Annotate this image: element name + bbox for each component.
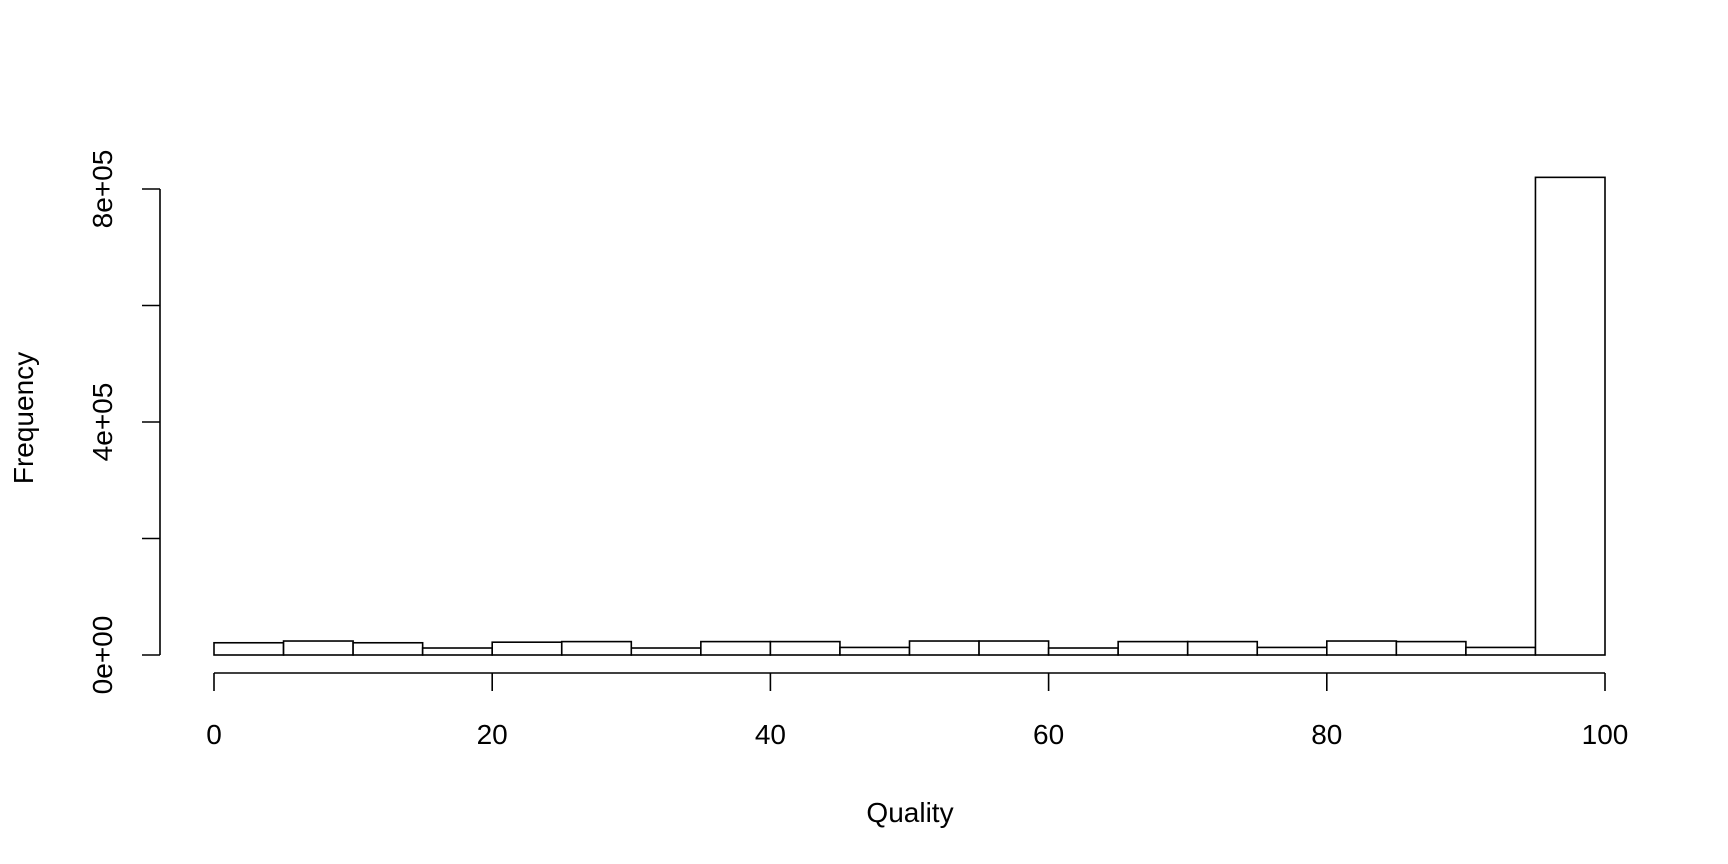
histogram-bar: [630, 647, 702, 656]
histogram-bar: [1395, 640, 1467, 656]
histogram-bar: [1117, 640, 1189, 656]
histogram-bar: [1326, 640, 1398, 656]
x-tick-label: 60: [1033, 719, 1064, 750]
histogram-bar: [491, 641, 563, 656]
histogram-bar: [700, 640, 772, 656]
histogram-bar: [908, 640, 980, 656]
x-axis: 0 20 40 60 80 100: [206, 672, 1629, 750]
x-tick-label: 80: [1311, 719, 1342, 750]
y-tick-label: 0e+00: [87, 616, 118, 695]
histogram-bar: [213, 641, 285, 656]
histogram-bar: [421, 647, 493, 656]
histogram-bar: [1047, 647, 1119, 656]
histogram-bar: [352, 641, 424, 656]
y-tick-label: 8e+05: [87, 150, 118, 229]
y-axis-label: Frequency: [8, 352, 39, 484]
histogram-bar: [978, 640, 1050, 656]
x-axis-label: Quality: [866, 797, 953, 828]
histogram-bars: [213, 176, 1606, 656]
histogram-bar: [1465, 646, 1537, 656]
histogram-bar: [560, 640, 633, 656]
x-tick-label: 0: [206, 719, 222, 750]
x-tick-label: 20: [477, 719, 508, 750]
histogram-bar: [282, 640, 354, 656]
histogram-bar: [1256, 646, 1328, 656]
y-tick-label: 4e+05: [87, 383, 118, 462]
histogram-bar: [1534, 176, 1606, 656]
histogram-bar: [1186, 640, 1259, 656]
x-tick-label: 40: [755, 719, 786, 750]
histogram-bar: [839, 646, 911, 656]
histogram-bar: [769, 640, 841, 656]
y-axis: 0e+00 4e+05 8e+05: [87, 150, 161, 695]
x-tick-label: 100: [1582, 719, 1629, 750]
